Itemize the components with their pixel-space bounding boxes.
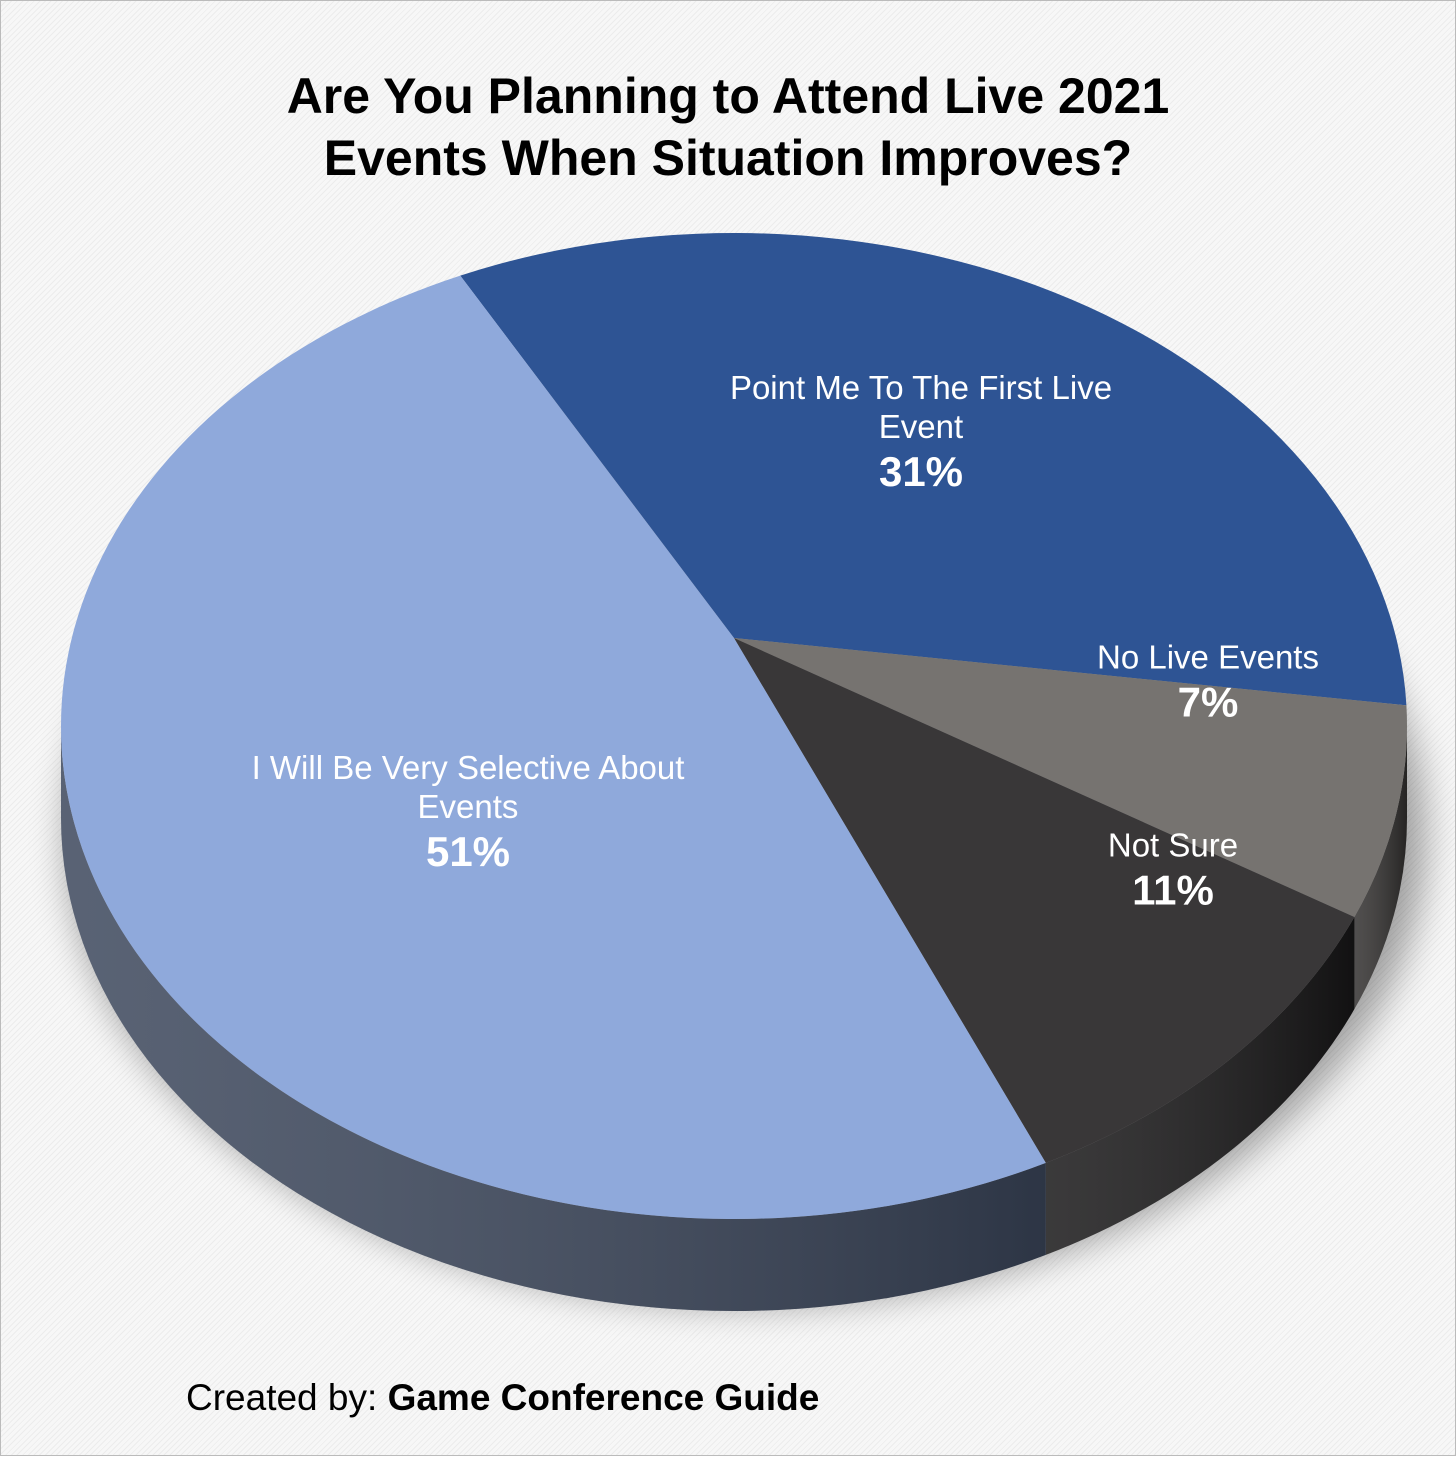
slice: [60, 275, 1046, 1220]
chart-title: Events When Situation Improves?: [323, 130, 1133, 186]
side-shade: [1045, 917, 1355, 1255]
slice: [734, 638, 1355, 1163]
value-label: 31%: [878, 448, 964, 495]
side-shade: [1354, 726, 1407, 1010]
slice-label: Not Sure 11%: [1053, 826, 1293, 917]
credit-name: Game Conference Guide: [387, 1377, 820, 1418]
chart-title: Are You Planning to Attend Live 2021: [286, 68, 1170, 124]
slice-label: No Live Events 7%: [1048, 638, 1368, 729]
side-shade: [61, 726, 1046, 1311]
category-label: I Will Be Very Selective About Events: [251, 749, 685, 825]
slice: [734, 638, 1407, 918]
category-label: No Live Events: [1097, 638, 1319, 676]
slice: [460, 233, 1407, 706]
category-label: Not Sure: [1107, 826, 1239, 864]
credit: Created by: Game Conference Guide: [186, 1377, 819, 1419]
category-label: Point Me To The First Live Event: [729, 369, 1113, 445]
slice-label: Point Me To The First Live Event 31%: [711, 368, 1131, 498]
slice-label: I Will Be Very Selective About Events 51%: [238, 748, 698, 878]
credit-prefix: Created by:: [186, 1377, 378, 1418]
value-label: 11%: [1132, 866, 1214, 914]
value-label: 51%: [425, 828, 511, 875]
value-label: 7%: [1177, 678, 1239, 726]
